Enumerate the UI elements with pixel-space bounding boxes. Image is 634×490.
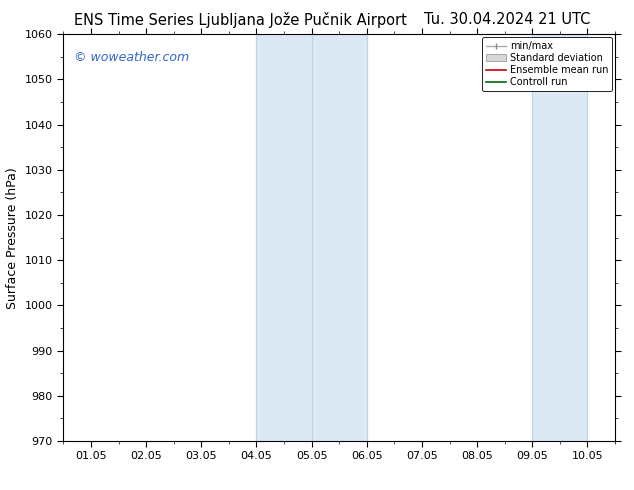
Y-axis label: Surface Pressure (hPa): Surface Pressure (hPa): [6, 167, 19, 309]
Text: ENS Time Series Ljubljana Jože Pučnik Airport: ENS Time Series Ljubljana Jože Pučnik Ai…: [74, 12, 408, 28]
Bar: [312, 34, 367, 441]
Text: Tu. 30.04.2024 21 UTC: Tu. 30.04.2024 21 UTC: [424, 12, 590, 27]
Bar: [256, 34, 312, 441]
Legend: min/max, Standard deviation, Ensemble mean run, Controll run: min/max, Standard deviation, Ensemble me…: [482, 37, 612, 91]
Bar: [533, 34, 588, 441]
Text: © woweather.com: © woweather.com: [74, 50, 190, 64]
